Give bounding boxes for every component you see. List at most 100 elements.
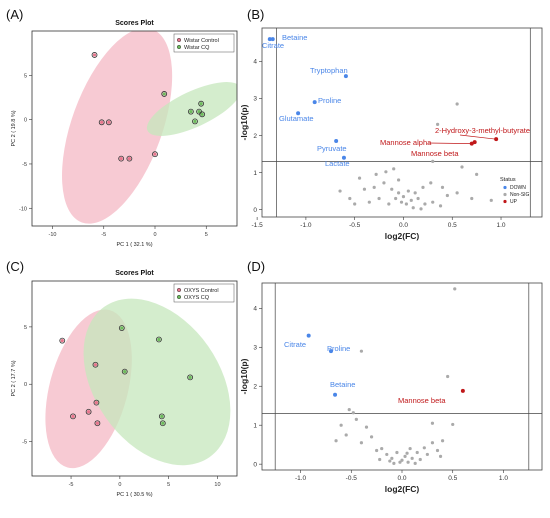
legend-box bbox=[173, 283, 235, 303]
nonsig-point bbox=[408, 446, 412, 451]
cq-point bbox=[188, 375, 192, 379]
down-point bbox=[267, 37, 272, 42]
y-tick-label: 0 bbox=[253, 207, 257, 214]
nonsig-point bbox=[387, 202, 391, 206]
nonsig-point bbox=[382, 181, 386, 185]
nonsig-point bbox=[364, 425, 369, 429]
x-tick-label: 0.0 bbox=[399, 222, 408, 229]
x-tick-label: 5 bbox=[205, 232, 208, 238]
control-point bbox=[71, 414, 75, 418]
down-label: Lactate bbox=[325, 159, 350, 168]
nonsig-point bbox=[347, 408, 351, 412]
control-point bbox=[92, 53, 97, 57]
confidence-ellipses bbox=[45, 298, 231, 469]
plot-title: Scores Plot bbox=[115, 270, 154, 277]
x-axis-title: log2(FC) bbox=[385, 484, 420, 494]
y-tick-label: 5 bbox=[24, 325, 27, 331]
legend-marker bbox=[503, 199, 507, 204]
down-label: Tryptophan bbox=[310, 66, 348, 75]
y-tick-label: 4 bbox=[253, 306, 257, 313]
down-label: Pyruvate bbox=[317, 144, 347, 153]
cq-point bbox=[199, 102, 203, 106]
control-point bbox=[93, 363, 98, 367]
y-tick-label: 5 bbox=[24, 73, 27, 79]
nonsig-point bbox=[392, 167, 396, 171]
nonsig-point bbox=[431, 159, 435, 164]
x-axis-title: log2(FC) bbox=[385, 231, 420, 241]
nonsig-point bbox=[339, 423, 343, 427]
cq-point bbox=[197, 110, 201, 114]
nonsig-point bbox=[377, 196, 381, 201]
control-point bbox=[95, 421, 100, 425]
cq-point bbox=[162, 92, 166, 96]
up-label-leader bbox=[427, 142, 472, 144]
control-point bbox=[94, 400, 99, 405]
nonsig-point bbox=[388, 459, 392, 463]
legend-label: OXYS CQ bbox=[184, 295, 210, 301]
cq-point-outline bbox=[156, 336, 162, 343]
y-axis-title: -log10(p) bbox=[239, 104, 249, 140]
down-label: Proline bbox=[318, 96, 341, 105]
nonsig-point bbox=[415, 450, 419, 455]
nonsig-point bbox=[438, 454, 443, 458]
nonsig-point bbox=[390, 187, 394, 191]
x-tick-label: 0 bbox=[153, 232, 156, 238]
nonsig-point bbox=[409, 198, 413, 202]
control-point-outline bbox=[91, 52, 98, 58]
nonsig-point bbox=[404, 202, 408, 206]
control-point-outline bbox=[126, 155, 133, 162]
y-tick-label: -5 bbox=[22, 440, 27, 446]
x-tick-label: -1.5 bbox=[252, 222, 264, 229]
down-label: Glutamate bbox=[279, 114, 314, 123]
nonsig-point bbox=[334, 439, 338, 443]
down-point bbox=[343, 74, 348, 79]
nonsig-point bbox=[385, 452, 389, 457]
nonsig-point bbox=[410, 456, 414, 460]
nonsig-point bbox=[440, 185, 445, 189]
control-point bbox=[60, 339, 64, 343]
cq-ellipse bbox=[83, 298, 231, 466]
cq-point bbox=[193, 119, 197, 124]
down-point bbox=[341, 155, 346, 160]
control-ellipse bbox=[62, 31, 173, 224]
x-tick-label: -0.5 bbox=[346, 475, 358, 482]
nonsig-point bbox=[375, 448, 379, 453]
nonsig-point bbox=[401, 195, 406, 199]
up-label: Mannose alpha bbox=[380, 138, 432, 147]
cq-point bbox=[120, 326, 124, 330]
nonsig-point bbox=[396, 178, 401, 182]
control-point bbox=[127, 157, 131, 161]
x-tick-label: 0 bbox=[118, 482, 121, 488]
plot-frame bbox=[261, 27, 543, 218]
legend-label: UP bbox=[510, 199, 518, 205]
nonsig-point bbox=[419, 207, 423, 211]
up-label: Mannose beta bbox=[411, 149, 459, 158]
nonsig-point bbox=[460, 165, 464, 169]
x-axis-title: PC 1 ( 32.1 %) bbox=[116, 242, 152, 248]
scores-plot-wistar: Scores Plot -10 -5 0 5 -10 -5 0 5 PC 1 ( 32.1 %) P… bbox=[11, 20, 238, 248]
nonsig-point bbox=[369, 435, 374, 439]
nonsig-point bbox=[372, 185, 376, 189]
x-tick-label: 0.5 bbox=[448, 475, 457, 482]
y-tick-label: 1 bbox=[253, 422, 257, 429]
nonsig-point bbox=[423, 202, 427, 206]
y-tick-label: -5 bbox=[22, 162, 27, 168]
up-label-leader bbox=[459, 134, 497, 140]
control-point-outline bbox=[94, 420, 101, 427]
control-point bbox=[100, 120, 104, 124]
y-axis-title: PC 2 ( 17.7 %) bbox=[11, 360, 17, 396]
nonsig-point bbox=[411, 206, 415, 210]
panel-label-d: (D) bbox=[247, 259, 265, 274]
control-point bbox=[119, 157, 123, 161]
down-label: Proline bbox=[327, 344, 350, 353]
cq-point-outline bbox=[192, 118, 198, 125]
y-tick-label: 2 bbox=[253, 384, 257, 391]
y-tick-label: 1 bbox=[253, 170, 257, 177]
legend-marker bbox=[176, 44, 182, 50]
legend-label: Wistar CQ bbox=[184, 45, 210, 51]
legend-marker bbox=[503, 192, 507, 197]
x-tick-label: 1.0 bbox=[497, 222, 506, 229]
scores-plot-oxys: Scores Plot -5 0 5 10 -5 0 5 PC 1 ( 30.5 %) PC 2 … bbox=[11, 270, 238, 498]
